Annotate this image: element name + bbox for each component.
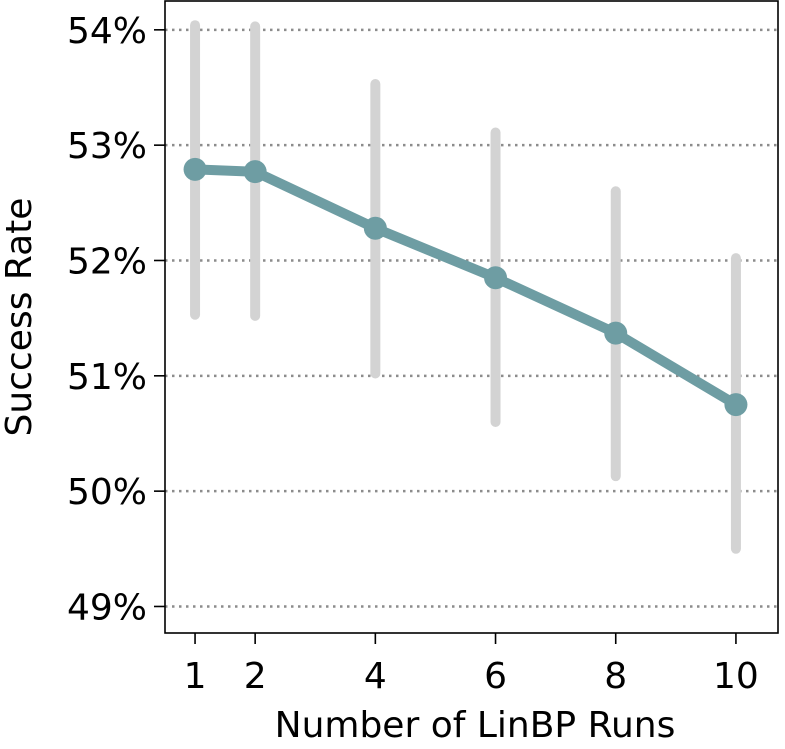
y-tick-label: 49% (67, 587, 147, 628)
x-tick-label: 10 (713, 656, 759, 697)
x-tick-label: 4 (364, 656, 387, 697)
data-point (363, 216, 387, 240)
data-point (724, 393, 748, 417)
series-line-path (190, 164, 741, 410)
y-tick-label: 53% (67, 126, 147, 167)
y-tick-label: 54% (67, 11, 147, 52)
x-axis-ticks: 1 2 4 6 8 10 (184, 633, 759, 697)
x-tick-label: 6 (484, 656, 507, 697)
data-point (183, 157, 207, 181)
data-point (484, 266, 508, 290)
y-axis-label: Success Rate (0, 198, 40, 437)
y-axis-ticks: 49% 50% 51% 52% 53% 54% (67, 11, 165, 628)
x-axis-label: Number of LinBP Runs (275, 705, 676, 746)
error-bars (190, 20, 741, 554)
x-tick-label: 1 (184, 656, 207, 697)
y-tick-label: 52% (67, 241, 147, 282)
y-tick-label: 51% (67, 357, 147, 398)
x-tick-label: 8 (604, 656, 627, 697)
axes (164, 0, 779, 634)
data-point (243, 160, 267, 184)
y-tick-label: 50% (67, 472, 147, 513)
data-points (183, 157, 748, 417)
series-line (190, 164, 741, 410)
x-tick-label: 2 (244, 656, 267, 697)
plot-frame (164, 0, 779, 634)
data-point (604, 321, 628, 345)
